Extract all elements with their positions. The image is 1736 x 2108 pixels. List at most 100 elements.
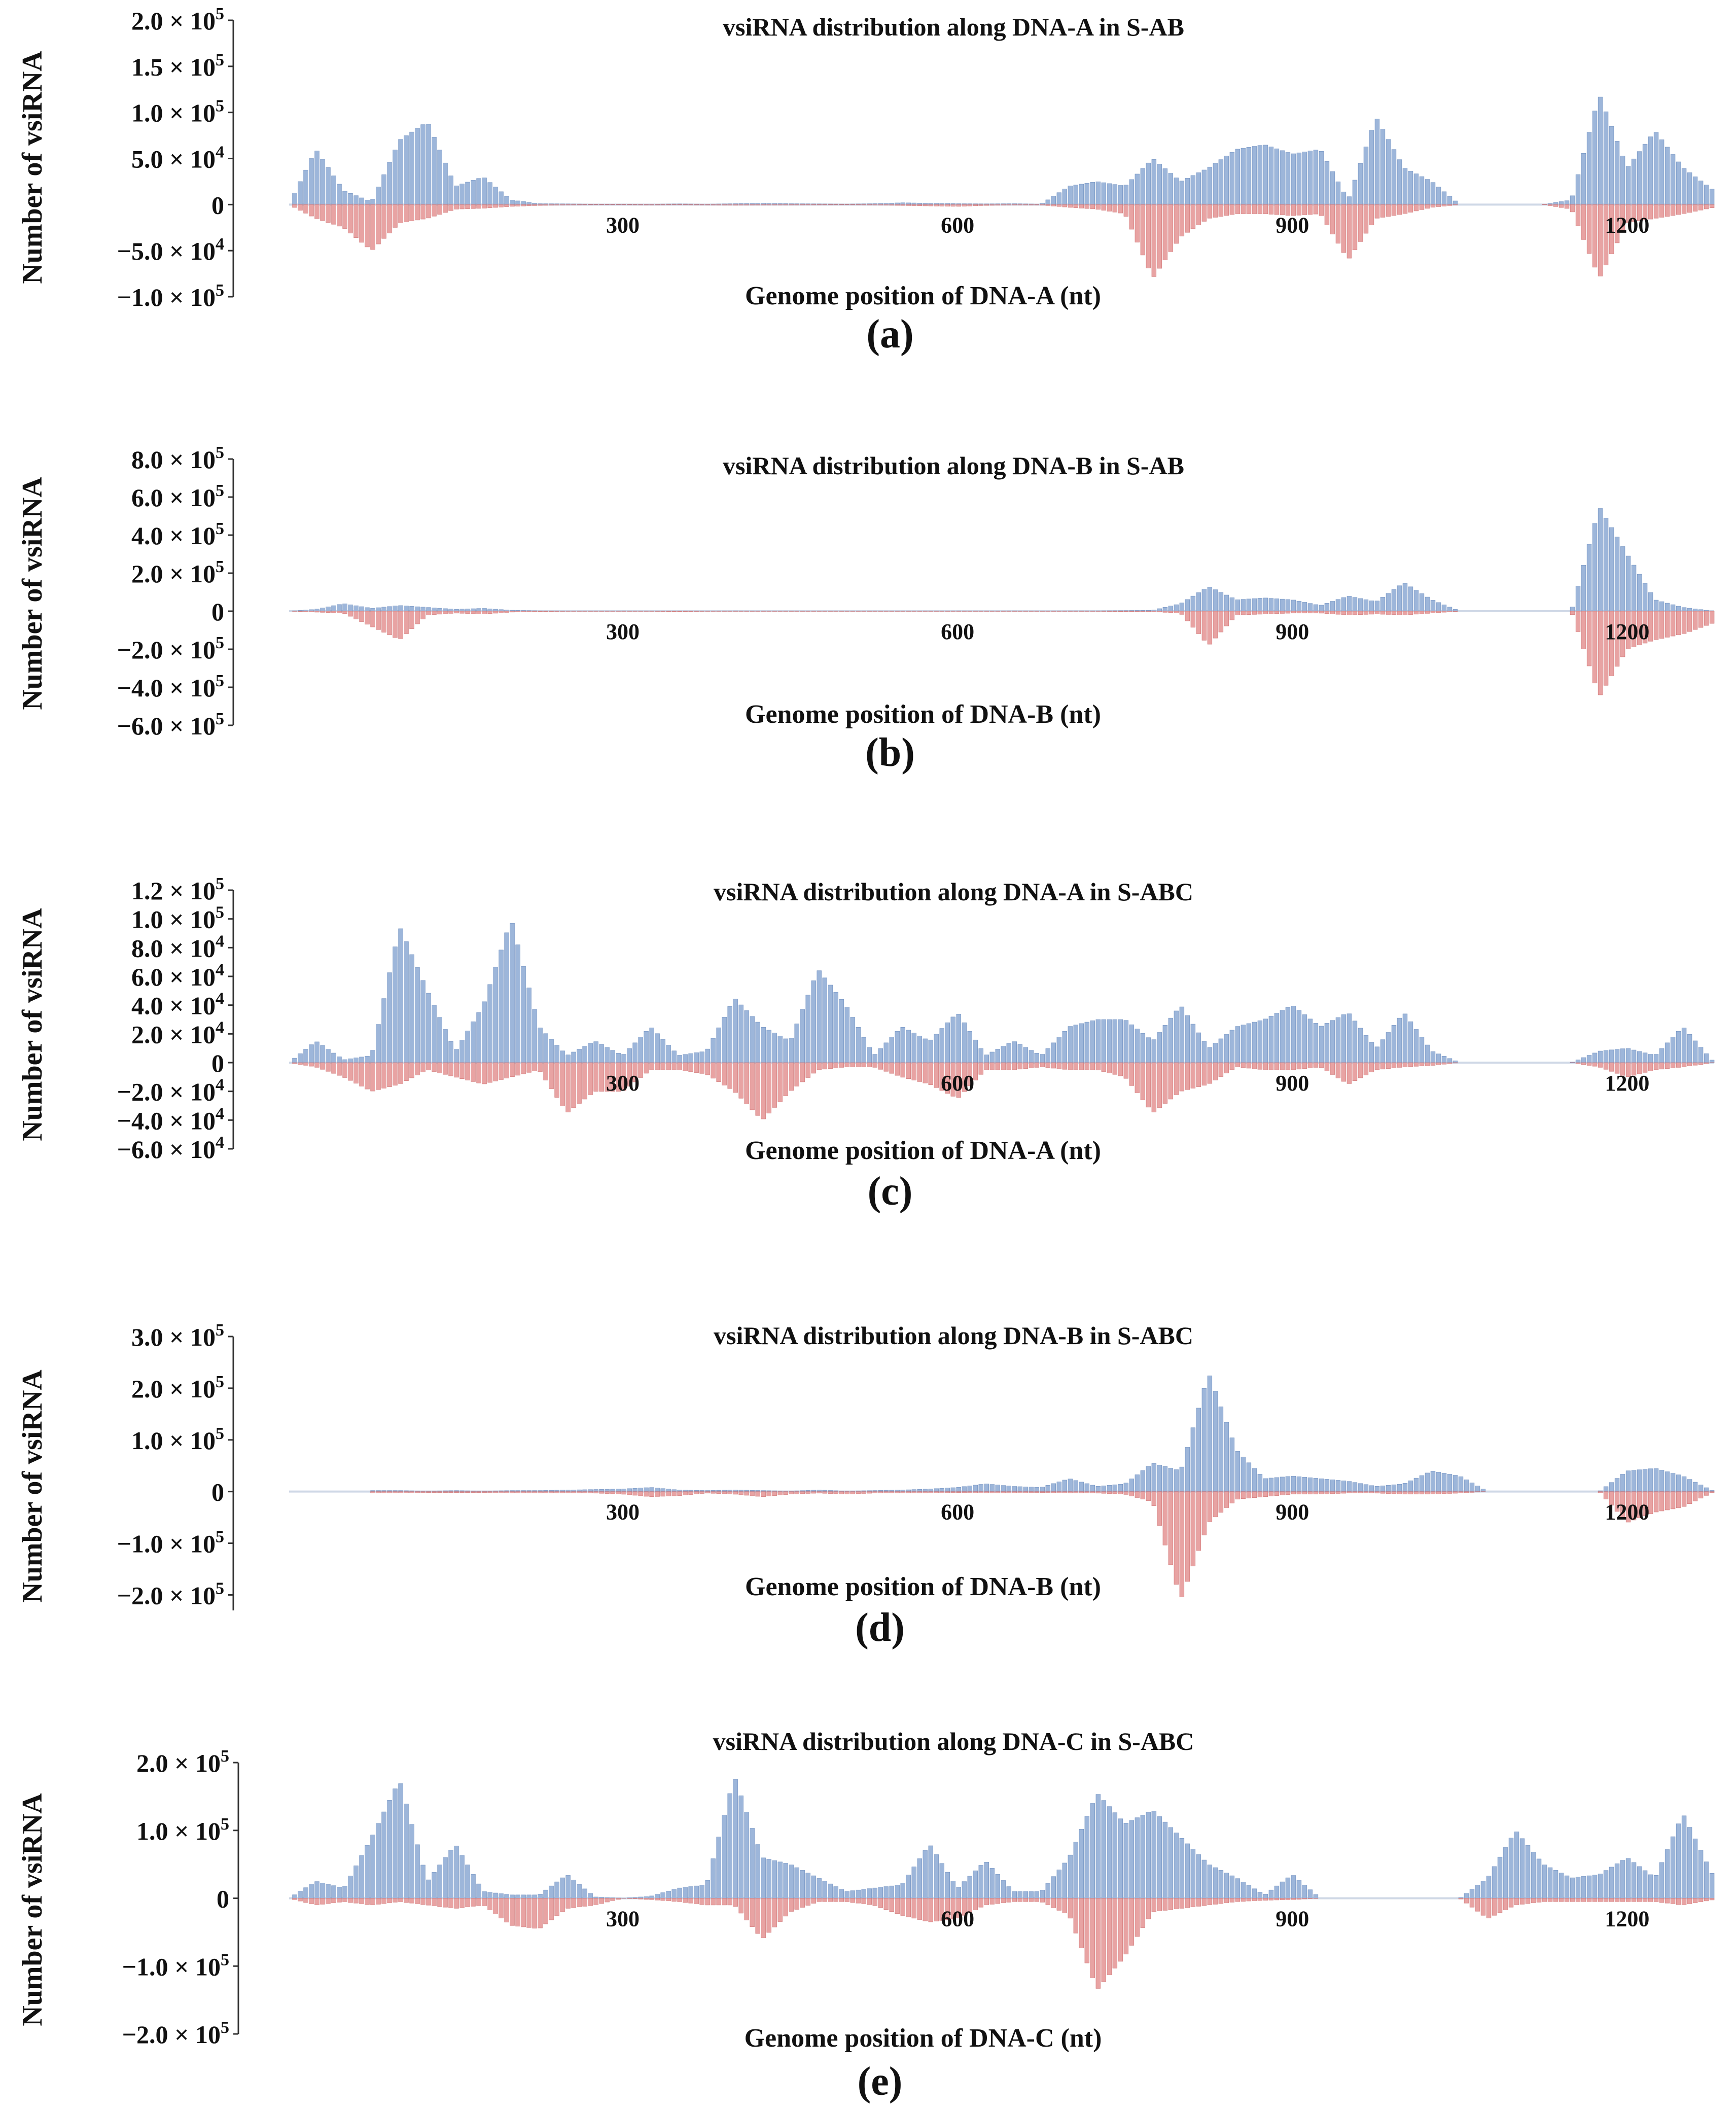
sense-bar bbox=[1151, 159, 1157, 205]
antisense-bar bbox=[1514, 1898, 1519, 1905]
sense-bar bbox=[376, 607, 381, 612]
antisense-bar bbox=[1441, 204, 1447, 206]
antisense-bar bbox=[923, 204, 928, 206]
antisense-bar bbox=[1363, 1491, 1369, 1494]
antisense-bar bbox=[1218, 1491, 1224, 1513]
antisense-bar bbox=[1034, 1491, 1040, 1493]
antisense-bar bbox=[543, 1491, 548, 1494]
sense-bar bbox=[409, 606, 414, 612]
sense-bar bbox=[1492, 1866, 1497, 1899]
antisense-bar bbox=[766, 1898, 771, 1933]
sense-bar bbox=[755, 1490, 760, 1492]
sense-bar bbox=[811, 1490, 816, 1492]
sense-bar bbox=[1374, 119, 1380, 205]
antisense-bar bbox=[1631, 1491, 1637, 1521]
antisense-bar bbox=[755, 1491, 760, 1497]
antisense-bar bbox=[554, 611, 559, 612]
sense-bar bbox=[510, 200, 515, 205]
antisense-bar bbox=[1040, 204, 1045, 205]
sense-bar bbox=[1224, 594, 1229, 612]
sense-bar bbox=[1592, 1875, 1598, 1899]
antisense-bar bbox=[833, 1062, 838, 1068]
sense-bar bbox=[1503, 1847, 1508, 1899]
sense-bar bbox=[761, 1027, 766, 1063]
antisense-bar bbox=[549, 1062, 554, 1089]
x-tick-label: 300 bbox=[606, 1907, 640, 1931]
antisense-bar bbox=[883, 1491, 889, 1494]
sense-bar bbox=[437, 150, 442, 205]
antisense-bar bbox=[750, 1898, 755, 1927]
antisense-bar bbox=[1112, 1491, 1118, 1494]
sense-bar bbox=[1441, 191, 1447, 205]
sense-bar bbox=[1302, 152, 1307, 205]
antisense-bar bbox=[1319, 1491, 1324, 1494]
sense-bar bbox=[1190, 175, 1196, 205]
y-tick-label: −2.0 × 104 bbox=[117, 1076, 224, 1106]
sense-bar bbox=[911, 202, 916, 205]
antisense-bar bbox=[337, 1898, 342, 1903]
sense-bar bbox=[995, 1049, 1000, 1063]
antisense-bar bbox=[465, 204, 470, 209]
antisense-bar bbox=[711, 1491, 716, 1494]
antisense-bar bbox=[1001, 1062, 1006, 1070]
sense-bar bbox=[465, 182, 470, 205]
antisense-bar bbox=[359, 1062, 364, 1086]
antisense-bar bbox=[448, 1062, 453, 1076]
sense-bar bbox=[1280, 599, 1285, 612]
antisense-bar bbox=[1542, 1898, 1547, 1902]
antisense-bar bbox=[1302, 1491, 1307, 1495]
sense-bar bbox=[1564, 200, 1570, 205]
antisense-bar bbox=[1358, 1062, 1363, 1078]
antisense-bar bbox=[1704, 1491, 1709, 1496]
sense-bar bbox=[476, 178, 481, 205]
panel-c-ylabel: Number of vsiRNA bbox=[17, 908, 48, 1141]
sense-bar bbox=[409, 1824, 414, 1899]
sense-bar bbox=[1296, 1477, 1302, 1492]
sense-bar bbox=[353, 1058, 359, 1063]
sense-bar bbox=[526, 988, 532, 1063]
sense-bar bbox=[1564, 1875, 1570, 1899]
antisense-bar bbox=[967, 1898, 972, 1913]
antisense-bar bbox=[861, 1898, 866, 1904]
antisense-bar bbox=[1564, 1898, 1570, 1902]
antisense-bar bbox=[1681, 1062, 1687, 1067]
sense-bar bbox=[1592, 523, 1598, 612]
antisense-bar bbox=[1168, 1062, 1174, 1100]
antisense-bar bbox=[493, 1491, 498, 1493]
sense-bar bbox=[1313, 1894, 1319, 1899]
sense-bar bbox=[404, 941, 409, 1063]
sense-bar bbox=[950, 1487, 955, 1492]
antisense-bar bbox=[883, 1062, 889, 1072]
sense-bar bbox=[1123, 1020, 1129, 1063]
antisense-bar bbox=[1598, 1491, 1603, 1493]
y-tick-label: −1.0 × 105 bbox=[117, 281, 224, 311]
antisense-bar bbox=[1185, 611, 1190, 621]
sense-bar bbox=[666, 1890, 671, 1899]
sense-bar bbox=[872, 1054, 877, 1063]
antisense-bar bbox=[939, 1898, 944, 1921]
antisense-bar bbox=[1374, 1062, 1380, 1070]
sense-bar bbox=[1062, 189, 1068, 205]
antisense-bar bbox=[1068, 1062, 1073, 1070]
y-tick-label: 8.0 × 104 bbox=[131, 932, 224, 962]
sense-bar bbox=[1397, 585, 1402, 612]
antisense-bar bbox=[1653, 1062, 1659, 1070]
sense-bar bbox=[1140, 168, 1146, 205]
sense-bar bbox=[978, 1048, 983, 1063]
antisense-bar bbox=[404, 1491, 409, 1493]
antisense-bar bbox=[789, 1898, 794, 1912]
antisense-bar bbox=[554, 204, 559, 205]
antisense-bar bbox=[326, 1898, 331, 1904]
antisense-bar bbox=[1648, 1491, 1653, 1514]
sense-bar bbox=[923, 1489, 928, 1492]
sense-bar bbox=[1029, 1891, 1034, 1899]
sense-bar bbox=[828, 1490, 833, 1492]
antisense-bar bbox=[1307, 611, 1313, 614]
sense-bar bbox=[1358, 598, 1363, 612]
sense-bar bbox=[1140, 1470, 1146, 1492]
antisense-bar bbox=[1285, 1491, 1291, 1495]
antisense-bar bbox=[1352, 1491, 1358, 1494]
sense-bar bbox=[1631, 158, 1637, 205]
sense-bar bbox=[1213, 1867, 1218, 1899]
